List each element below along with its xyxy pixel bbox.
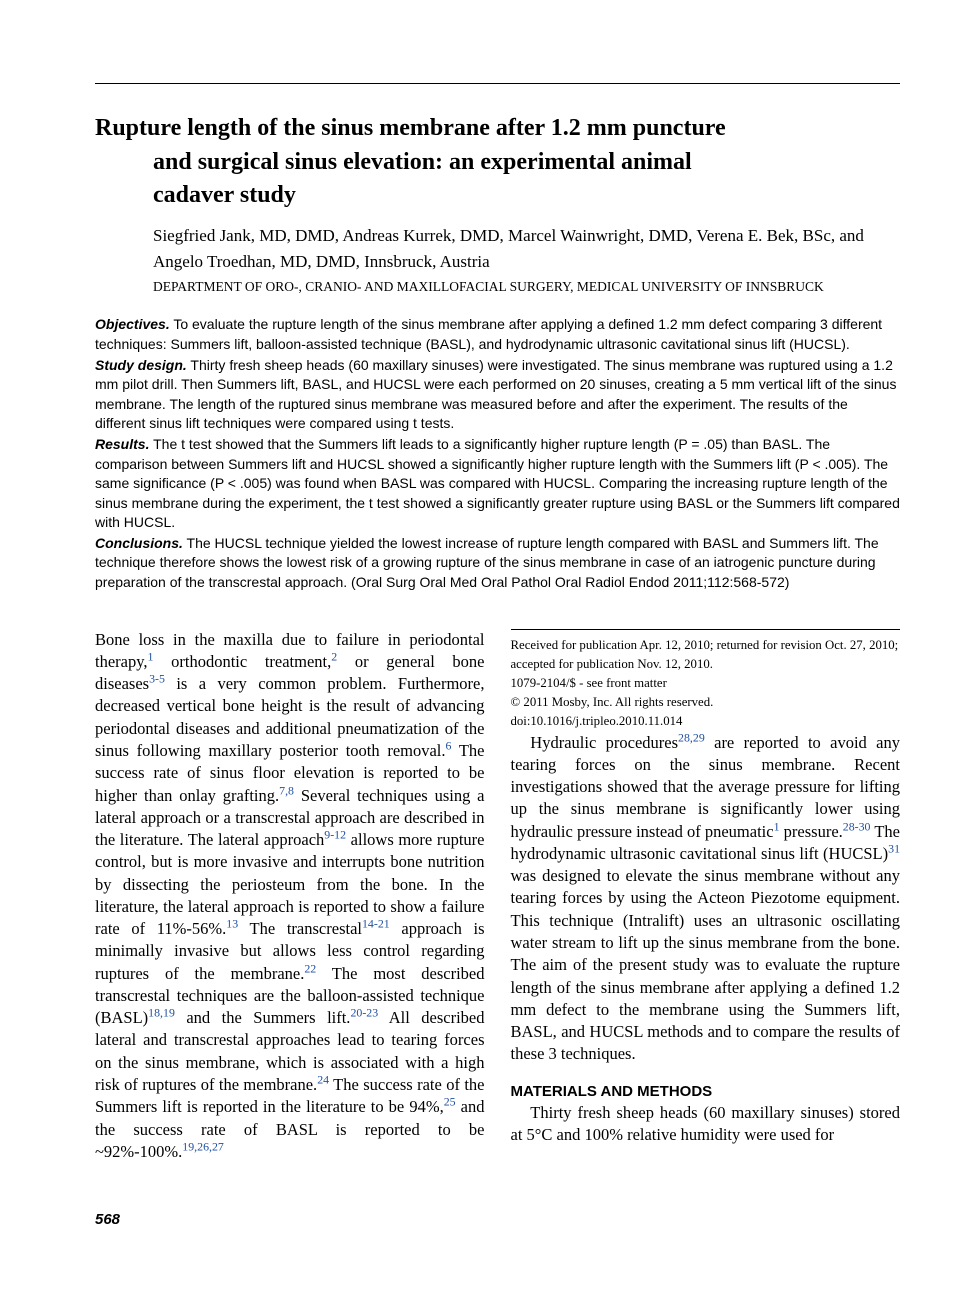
- design-label: Study design.: [95, 357, 187, 373]
- top-rule: [95, 83, 900, 84]
- conclusions-text: The HUCSL technique yielded the lowest i…: [95, 535, 879, 590]
- objectives-label: Objectives.: [95, 316, 170, 332]
- cite-9-12[interactable]: 9-12: [324, 828, 346, 842]
- cite-19-26-27[interactable]: 19,26,27: [182, 1139, 224, 1153]
- cite-31[interactable]: 31: [888, 841, 900, 855]
- article-title: Rupture length of the sinus membrane aft…: [95, 112, 900, 213]
- title-line-3: cadaver study: [95, 179, 900, 213]
- abstract-objectives: Objectives. To evaluate the rupture leng…: [95, 315, 900, 354]
- results-text: The t test showed that the Summers lift …: [95, 436, 900, 530]
- abstract-conclusions: Conclusions. The HUCSL technique yielded…: [95, 534, 900, 593]
- cite-13[interactable]: 13: [226, 917, 238, 931]
- cite-14-21[interactable]: 14-21: [362, 917, 390, 931]
- cite-28-29[interactable]: 28,29: [678, 730, 705, 744]
- footnote-issn: 1079-2104/$ - see front matter: [511, 674, 901, 693]
- cite-3-5[interactable]: 3-5: [149, 672, 165, 686]
- design-text: Thirty fresh sheep heads (60 maxillary s…: [95, 357, 896, 432]
- materials-methods-heading: MATERIALS AND METHODS: [511, 1082, 901, 1102]
- cite-24[interactable]: 24: [317, 1072, 329, 1086]
- intro-paragraph-1: Bone loss in the maxilla due to failure …: [95, 629, 485, 1163]
- affiliation: DEPARTMENT OF ORO-, CRANIO- AND MAXILLOF…: [153, 278, 900, 297]
- conclusions-label: Conclusions.: [95, 535, 183, 551]
- cite-28-30[interactable]: 28-30: [843, 819, 871, 833]
- methods-paragraph-1: Thirty fresh sheep heads (60 maxillary s…: [511, 1102, 901, 1147]
- page-number: 568: [95, 1210, 900, 1230]
- cite-7-8[interactable]: 7,8: [279, 783, 294, 797]
- cite-22[interactable]: 22: [304, 961, 316, 975]
- title-line-1: Rupture length of the sinus membrane aft…: [95, 115, 726, 141]
- objectives-text: To evaluate the rupture length of the si…: [95, 316, 882, 352]
- results-label: Results.: [95, 436, 149, 452]
- authors-block: Siegfried Jank, MD, DMD, Andreas Kurrek,…: [95, 223, 900, 298]
- body-columns: Bone loss in the maxilla due to failure …: [95, 629, 900, 1183]
- intro-paragraph-2: Hydraulic procedures28,29 are reported t…: [511, 732, 901, 1066]
- cite-20-23[interactable]: 20-23: [350, 1006, 378, 1020]
- cite-18-19[interactable]: 18,19: [148, 1006, 175, 1020]
- authors: Siegfried Jank, MD, DMD, Andreas Kurrek,…: [153, 223, 900, 276]
- abstract: Objectives. To evaluate the rupture leng…: [95, 315, 900, 592]
- footnote-doi: doi:10.1016/j.tripleo.2010.11.014: [511, 712, 901, 731]
- title-line-2: and surgical sinus elevation: an experim…: [95, 146, 900, 180]
- footnote-block: Received for publication Apr. 12, 2010; …: [511, 629, 901, 732]
- abstract-results: Results. The t test showed that the Summ…: [95, 435, 900, 533]
- abstract-design: Study design. Thirty fresh sheep heads (…: [95, 356, 900, 434]
- cite-25[interactable]: 25: [444, 1095, 456, 1109]
- footnote-copyright: © 2011 Mosby, Inc. All rights reserved.: [511, 693, 901, 712]
- footnote-received: Received for publication Apr. 12, 2010; …: [511, 636, 901, 674]
